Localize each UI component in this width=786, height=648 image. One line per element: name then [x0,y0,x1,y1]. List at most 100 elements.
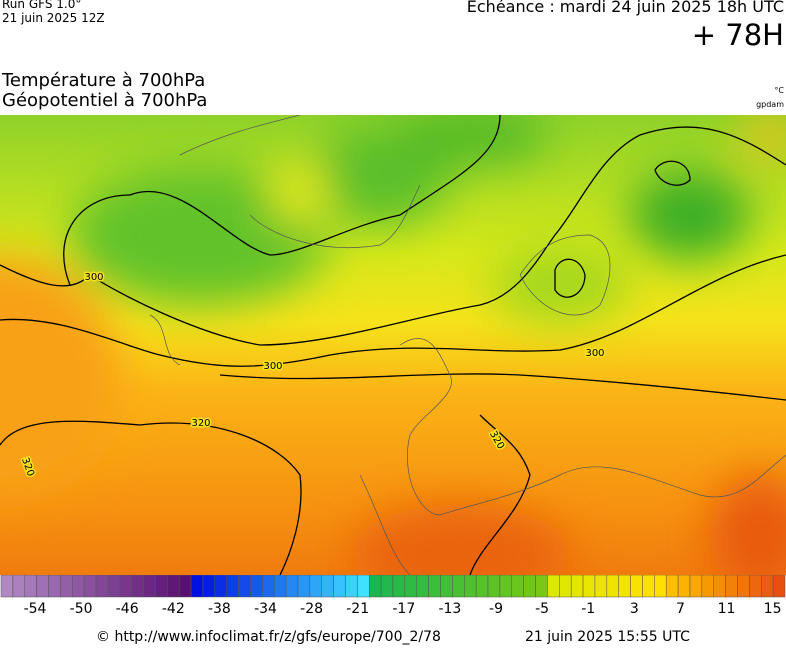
lead-time: + 78H [691,18,784,52]
colorbar-swatch [428,575,441,598]
colorbar-label: 11 [718,601,736,615]
colorbar-swatch [357,575,370,598]
colorbar: -54 -50 -46 -42 -38 -34 -28 -21 -17 -13 -9 -5 -1 3 7 11… [0,575,786,615]
colorbar-swatch [594,575,608,598]
contour-label: 300 [84,272,103,283]
colorbar-swatch [321,575,334,598]
colorbar-label: -21 [346,601,369,615]
colorbar-swatch [24,575,37,598]
colorbar-swatch [345,575,358,598]
run: Run GFS 1.0° [2,0,82,11]
colorbar-label: 15 [764,601,782,615]
colorbar-label: 3 [630,601,639,615]
colorbar-swatch [119,575,132,598]
colorbar-swatch [12,575,26,598]
colorbar-label: -28 [300,601,323,615]
title-temp: Température à 700hPa [2,70,206,91]
colorbar-swatch [309,575,322,598]
colorbar-swatch [380,575,394,598]
colorbar-label: 7 [676,601,685,615]
colorbar-label: -5 [535,601,549,615]
colorbar-swatch [48,575,61,598]
colorbar-swatch [404,575,418,598]
colorbar-swatch [630,575,643,598]
colorbar-label: -17 [392,601,415,615]
colorbar-swatch [440,575,453,598]
unit-temp: °C [774,86,784,95]
temperature-field [0,115,786,575]
colorbar-swatch [475,575,489,598]
colorbar-swatch [297,575,311,598]
colorbar-label: -42 [162,601,185,615]
colorbar-swatch [226,575,239,598]
colorbar-label: -9 [489,601,503,615]
colorbar-swatch [214,575,227,598]
colorbar-swatch [238,575,251,598]
colorbar-swatch [713,575,726,598]
colorbar-swatch [487,575,501,598]
colorbar-swatch [83,575,97,598]
colorbar-swatch [202,575,216,598]
colorbar-swatch [416,575,429,598]
colorbar-swatch [273,575,287,598]
colorbar-swatch [772,575,786,598]
colorbar-swatch [677,575,691,598]
colorbar-swatch [499,575,513,598]
colorbar-swatch [368,575,382,598]
colorbar-swatch [285,575,299,598]
generated-date: 21 juin 2025 15:55 UTC [525,629,690,645]
contour-label: 300 [263,361,282,372]
colorbar-swatch [250,575,263,598]
contours [0,115,786,575]
colorbar-swatch [760,575,774,598]
colorbar-swatch [606,575,619,598]
source-url: © http://www.infoclimat.fr/z/gfs/europe/… [96,629,441,645]
colorbar-swatch [701,575,714,598]
echeance: Echéance : mardi 24 juin 2025 18h UTC [466,0,784,16]
colorbar-swatch [72,575,85,598]
contour-label: 320 [191,418,210,429]
colorbar-label: -46 [116,601,139,615]
contour-label: 300 [585,348,604,359]
colorbar-label: -50 [70,601,93,615]
colorbar-swatch [155,575,168,598]
colorbar-swatch [452,575,465,598]
colorbar-swatch [725,575,738,598]
colorbar-swatch [167,575,180,598]
colorbar-label: -54 [24,601,47,615]
coastlines [149,115,786,575]
colorbar-label: -13 [438,601,461,615]
unit-geo: gpdam [756,100,784,109]
colorbar-swatch [618,575,631,598]
colorbar-swatch [0,575,14,598]
title-geo: Géopotentiel à 700hPa [2,90,208,111]
colorbar-swatch [511,575,524,598]
colorbar-swatch [559,575,572,598]
colorbar-swatch [107,575,121,598]
colorbar-swatch [190,575,204,598]
colorbar-swatch [60,575,73,598]
colorbar-swatch [535,575,548,598]
colorbar-swatch [689,575,703,598]
colorbar-label: -38 [208,601,231,615]
colorbar-label: -34 [254,601,277,615]
colorbar-swatch [178,575,192,598]
colorbar-swatch [642,575,655,598]
colorbar-swatch [36,575,49,598]
colorbar-swatch [547,575,560,598]
colorbar-swatch [570,575,584,598]
run-date: 21 juin 2025 12Z [2,11,105,25]
colorbar-swatch [333,575,346,598]
colorbar-swatch [392,575,406,598]
colorbar-swatch [523,575,536,598]
colorbar-swatch [95,575,109,598]
colorbar-swatch [654,575,667,598]
colorbar-swatch [749,575,762,598]
colorbar-swatch [665,575,679,598]
colorbar-swatch [131,575,144,598]
colorbar-swatch [143,575,156,598]
colorbar-swatch [737,575,750,598]
colorbar-swatch [262,575,275,598]
